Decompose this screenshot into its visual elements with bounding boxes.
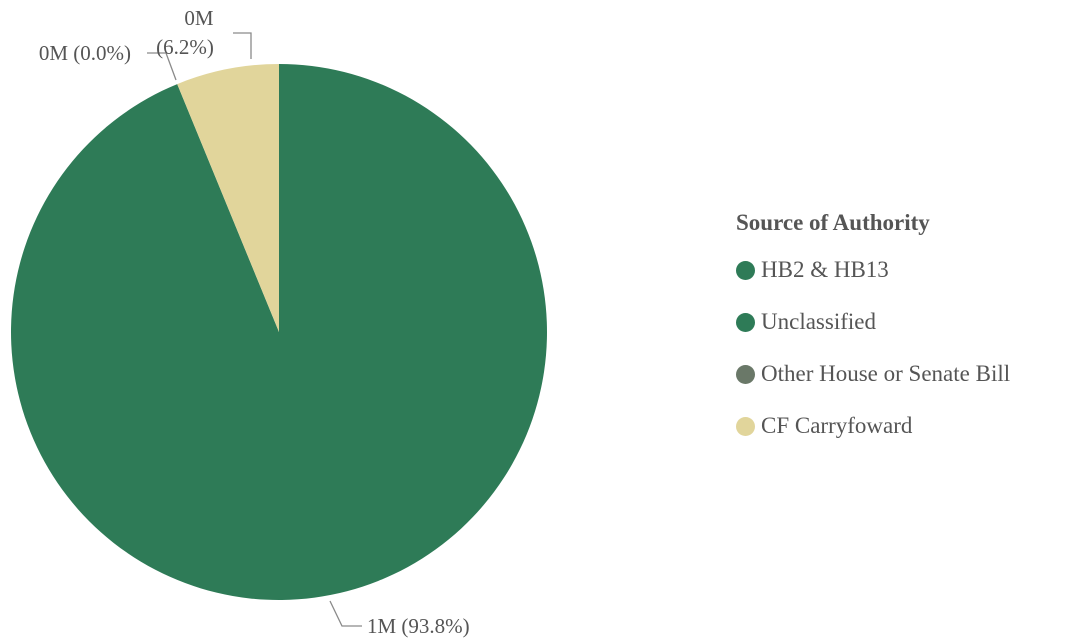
data-label-unclassified: 0M (0.0%) bbox=[39, 41, 131, 65]
pie-slice-hb2-hb13[interactable] bbox=[10, 64, 547, 600]
leader-line-cf-carryfoward bbox=[233, 32, 252, 59]
pie-slice-cf-carryfoward[interactable] bbox=[177, 64, 279, 332]
data-label-cf-carryfoward-value: 0M bbox=[184, 6, 214, 30]
legend-swatch-cf-carryfoward bbox=[736, 416, 755, 436]
legend-item-other-house-senate-bill[interactable]: Other House or Senate Bill bbox=[736, 348, 1010, 400]
legend: Source of Authority HB2 & HB13 Unclassif… bbox=[736, 210, 1010, 452]
legend-label: Other House or Senate Bill bbox=[761, 361, 1011, 386]
legend-label: HB2 & HB13 bbox=[761, 257, 889, 282]
legend-item-hb2-hb13[interactable]: HB2 & HB13 bbox=[736, 244, 1010, 296]
legend-item-cf-carryfoward[interactable]: CF Carryfoward bbox=[736, 400, 1010, 452]
legend-label: CF Carryfoward bbox=[761, 413, 913, 438]
legend-swatch-other-house-senate-bill bbox=[736, 364, 755, 384]
legend-title: Source of Authority bbox=[736, 210, 930, 235]
leader-line-unclassified bbox=[147, 52, 177, 81]
leader-line-hb2-hb13 bbox=[329, 600, 362, 627]
data-label-hb2-hb13: 1M (93.8%) bbox=[367, 614, 470, 638]
legend-swatch-hb2-hb13 bbox=[736, 260, 755, 280]
legend-label: Unclassified bbox=[761, 309, 876, 334]
data-label-cf-carryfoward-percent: (6.2%) bbox=[156, 35, 214, 59]
legend-swatch-unclassified bbox=[736, 312, 755, 332]
legend-item-unclassified[interactable]: Unclassified bbox=[736, 296, 1010, 348]
